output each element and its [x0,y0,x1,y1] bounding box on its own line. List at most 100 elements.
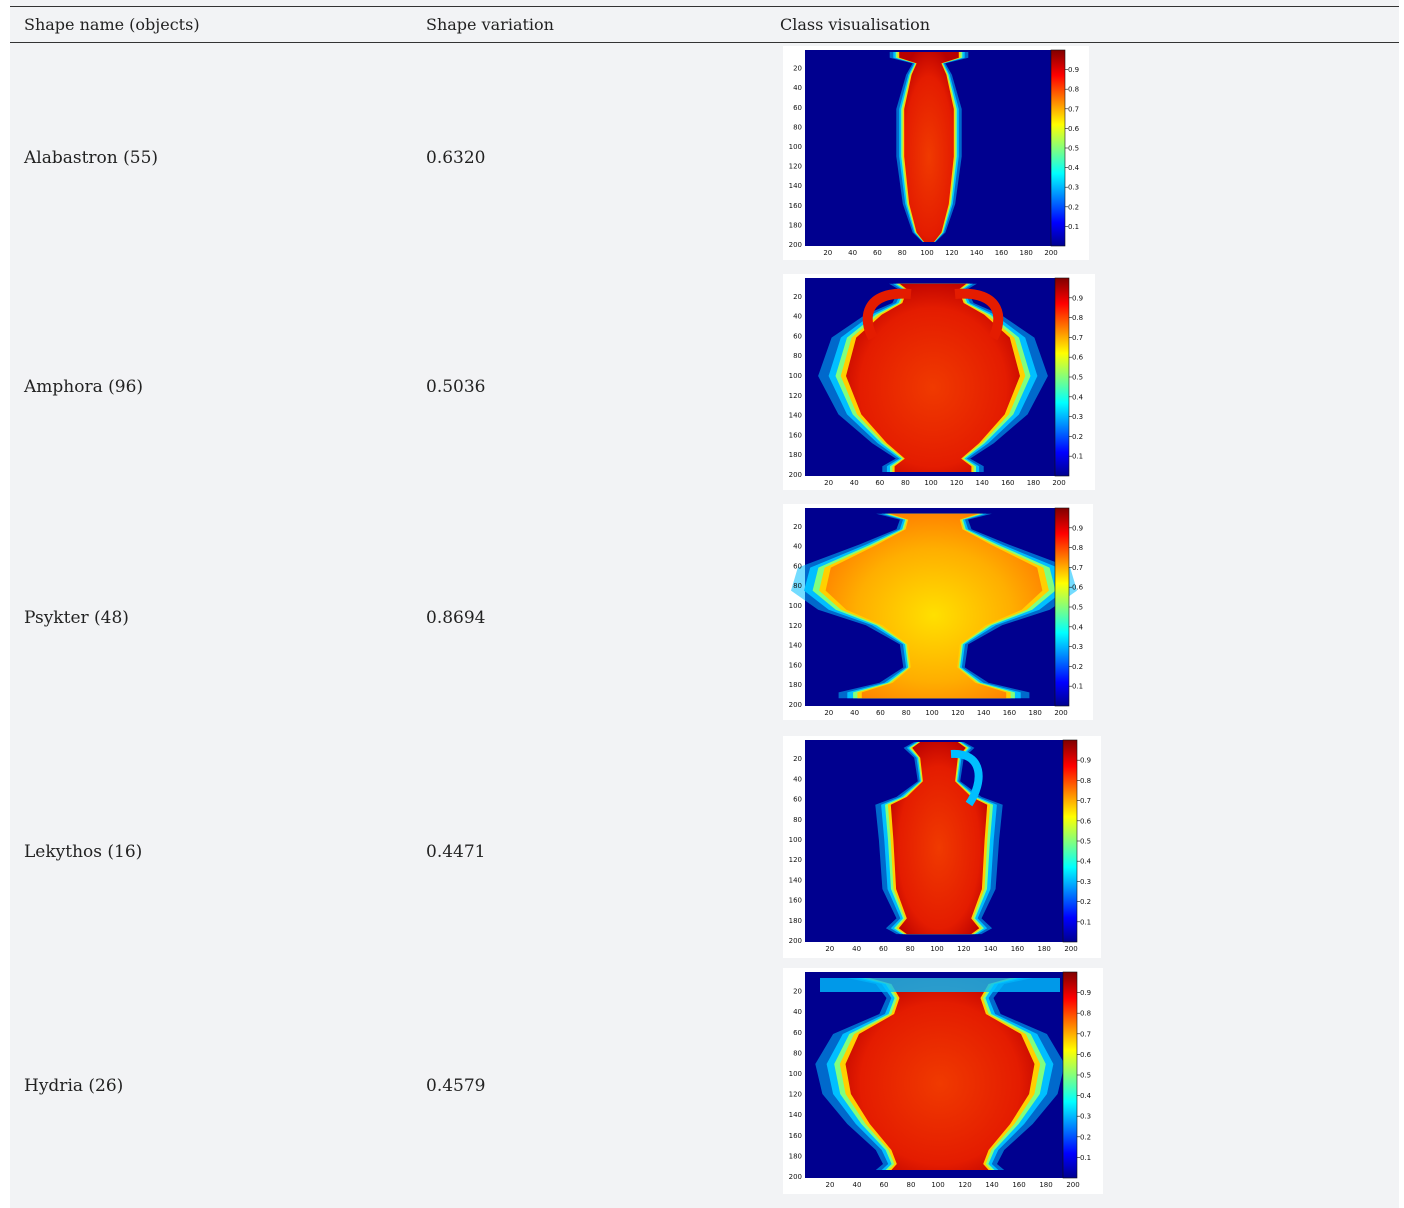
colorbar-tick-label: 0.6 [1080,817,1092,825]
x-tick-label: 80 [902,709,911,717]
y-tick-label: 60 [793,104,802,112]
x-tick-label: 40 [852,945,861,953]
y-tick-label: 20 [793,988,802,996]
colorbar-tick-label: 0.6 [1068,125,1080,133]
colorbar-tick-label: 0.5 [1068,145,1079,153]
y-tick-label: 180 [789,917,802,925]
colorbar-tick-label: 0.9 [1080,757,1091,765]
colorbar-tick-label: 0.9 [1068,66,1079,74]
x-tick-label: 120 [945,249,958,257]
shape-name: Alabastron (55) [24,148,159,168]
colorbar-tick-label: 0.8 [1072,314,1083,322]
y-tick-label: 120 [789,392,802,400]
x-tick-label: 100 [930,945,943,953]
y-tick-label: 40 [793,1008,802,1016]
colorbar-tick-label: 0.4 [1072,623,1084,631]
y-tick-label: 20 [793,523,802,531]
x-tick-label: 180 [1038,945,1051,953]
class-visualisation-plot: 20 40 60 80 100 120 140 160 180 200 20 40 60 80 100 120… [783,274,1095,490]
x-tick-label: 20 [825,945,834,953]
y-tick-label: 60 [793,1029,802,1037]
shape-name: Amphora (96) [24,377,144,397]
colorbar-tick-label: 0.3 [1072,413,1083,421]
x-tick-label: 180 [1029,709,1042,717]
x-tick-label: 200 [1066,1181,1079,1189]
y-tick-label: 140 [789,412,802,420]
colorbar-tick-label: 0.9 [1072,294,1083,302]
class-visualisation-plot: 20 40 60 80 100 120 140 160 180 200 20 40 60 80 100 120… [783,736,1101,958]
x-tick-label: 20 [824,709,833,717]
y-tick-label: 80 [793,123,802,131]
x-tick-label: 120 [957,945,970,953]
class-visualisation-plot: 20 40 60 80 100 120 140 160 180 200 20 40 60 80 100 120… [783,968,1103,1194]
colorbar-tick-label: 0.7 [1072,334,1083,342]
y-tick-label: 160 [789,1132,802,1140]
y-tick-label: 140 [789,1111,802,1119]
y-tick-label: 60 [793,562,802,570]
colorbar-tick-label: 0.8 [1068,86,1079,94]
colorbar-tick-label: 0.1 [1080,918,1091,926]
vase-handle [950,749,983,807]
y-tick-label: 100 [789,143,802,151]
colorbar-tick-label: 0.7 [1072,564,1083,572]
y-tick-label: 40 [793,775,802,783]
colorbar [1054,277,1070,477]
colorbar-tick-label: 0.5 [1072,374,1083,382]
colorbar-tick-label: 0.2 [1068,203,1079,211]
colorbar-tick-label: 0.2 [1072,663,1083,671]
x-tick-label: 100 [925,709,938,717]
colorbar-tick-label: 0.3 [1068,184,1079,192]
header-shape-name: Shape name (objects) [24,15,200,34]
class-visualisation-plot: 20 40 60 80 100 120 140 160 180 200 20 40 60 80 100 120… [783,46,1089,260]
colorbar-tick-label: 0.5 [1072,604,1083,612]
y-tick-label: 20 [793,755,802,763]
colorbar-tick-label: 0.7 [1080,1030,1091,1038]
y-tick-label: 100 [789,602,802,610]
x-tick-label: 160 [1003,709,1016,717]
vase-handle [954,288,1004,341]
colorbar-tick-label: 0.7 [1080,797,1091,805]
shape-name: Psykter (48) [24,608,129,628]
y-tick-label: 200 [789,937,802,945]
header-class-visualisation: Class visualisation [780,15,931,34]
y-tick-label: 180 [789,451,802,459]
vase-silhouette [890,742,988,935]
y-tick-label: 20 [793,65,802,73]
colorbar-tick-label: 0.4 [1080,1092,1092,1100]
y-tick-label: 180 [789,221,802,229]
colorbar-tick-label: 0.4 [1080,858,1092,866]
x-tick-label: 20 [824,479,833,487]
y-tick-label: 20 [793,293,802,301]
colorbar-tick-label: 0.1 [1072,453,1083,461]
x-tick-label: 60 [879,945,888,953]
shape-variation: 0.6320 [426,148,486,168]
colorbar [1062,971,1078,1179]
y-tick-label: 200 [789,701,802,709]
colorbar-tick-label: 0.9 [1072,524,1083,532]
y-tick-label: 100 [789,1070,802,1078]
table-row: Alabastron (55) 0.6320 20 40 60 80 100 120 140… [10,46,1399,260]
x-tick-label: 40 [848,249,857,257]
vase-silhouette [846,283,1020,472]
y-tick-label: 60 [793,796,802,804]
colorbar-tick-label: 0.2 [1080,898,1091,906]
shape-variation: 0.8694 [426,608,486,628]
colorbar-tick-label: 0.2 [1080,1133,1091,1141]
y-tick-label: 160 [789,897,802,905]
x-tick-label: 120 [950,479,963,487]
shape-name: Lekythos (16) [24,842,143,862]
x-tick-label: 60 [876,709,885,717]
x-tick-label: 200 [1054,709,1067,717]
colorbar-tick-label: 0.8 [1080,777,1091,785]
x-tick-label: 20 [823,249,832,257]
y-tick-label: 200 [789,241,802,249]
colorbar-tick-label: 0.1 [1072,683,1083,691]
heatmap-figure: 20 40 60 80 100 120 140 160 180 200 20 40 60 80 100 120… [789,49,1080,257]
table-row: Psykter (48) 0.8694 20 40 60 80 100 120 140 160… [10,504,1399,720]
x-tick-label: 140 [984,945,997,953]
table-row: Hydria (26) 0.4579 20 40 60 80 100 120 140 160 1… [10,968,1399,1194]
y-tick-label: 100 [789,836,802,844]
colorbar-tick-label: 0.8 [1072,544,1083,552]
heatmap-figure: 20 40 60 80 100 120 140 160 180 200 20 40 60 80 100 120… [789,277,1084,487]
shape-variation: 0.4471 [426,842,486,862]
